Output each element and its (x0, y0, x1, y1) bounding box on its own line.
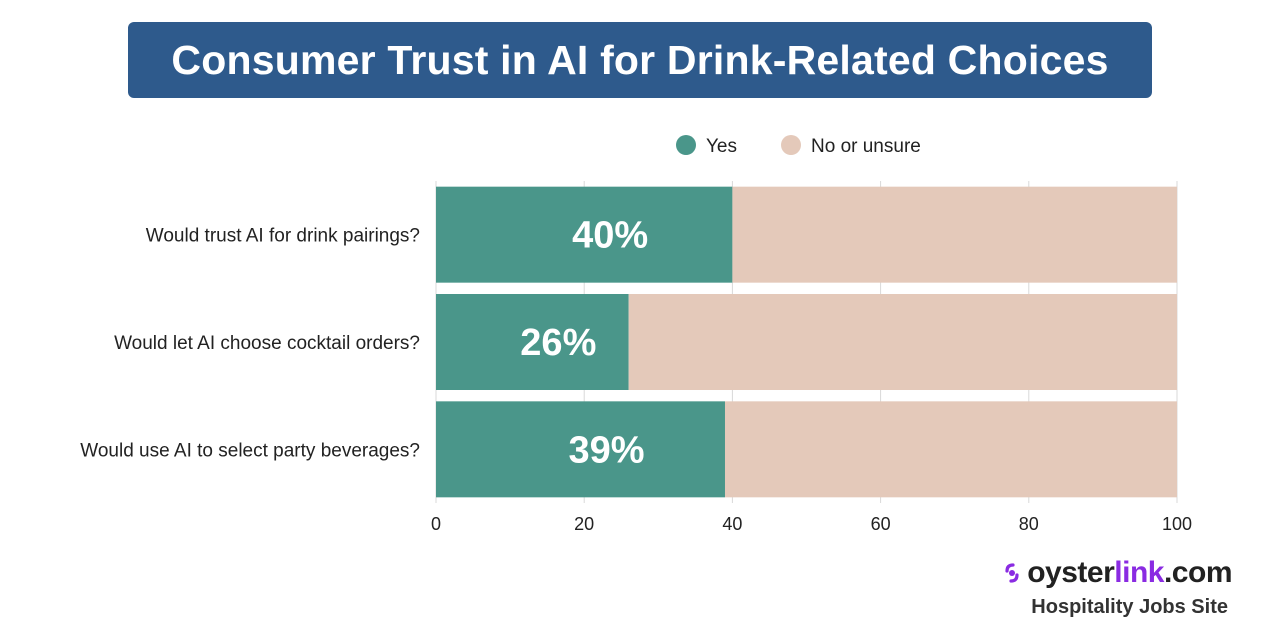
brand-tagline: Hospitality Jobs Site (1031, 596, 1228, 618)
legend-label: Yes (706, 136, 737, 157)
category-label: Would use AI to select party beverages? (80, 440, 420, 461)
brand-name-domain: .com (1163, 556, 1233, 589)
x-tick-label: 0 (431, 514, 441, 534)
data-label: 26% (520, 322, 596, 364)
x-tick-label: 80 (1019, 514, 1039, 534)
brand-wordmark: oyster link .com (952, 556, 1233, 590)
chart-title: Consumer Trust in AI for Drink-Related C… (171, 36, 1109, 83)
data-label: 39% (568, 429, 644, 471)
bar-no-or-unsure (628, 294, 1177, 390)
bar-yes (436, 294, 629, 390)
x-tick-label: 20 (574, 514, 594, 534)
x-tick-label: 100 (1162, 514, 1192, 534)
bar-no-or-unsure (724, 401, 1177, 498)
brand-name-link: link (1114, 556, 1164, 589)
category-label: Would let AI choose cocktail orders? (114, 333, 420, 354)
category-label: Would trust AI for drink pairings? (146, 226, 420, 247)
title-banner: Consumer Trust in AI for Drink-Related C… (128, 22, 1152, 98)
bar-yes (436, 186, 733, 283)
legend-label: No or unsure (811, 136, 921, 157)
data-label: 40% (572, 215, 648, 257)
bar-no-or-unsure (732, 186, 1177, 283)
brand-mark-icon (1005, 563, 1019, 583)
bar-yes (436, 401, 725, 498)
legend-marker (781, 135, 801, 155)
brand-logo: oyster link .com Hospitality Jobs Site (952, 556, 1233, 619)
x-tick-label: 60 (871, 514, 891, 534)
brand-name-oyster: oyster (1027, 556, 1115, 589)
x-tick-label: 40 (722, 514, 742, 534)
legend-marker (676, 135, 696, 155)
